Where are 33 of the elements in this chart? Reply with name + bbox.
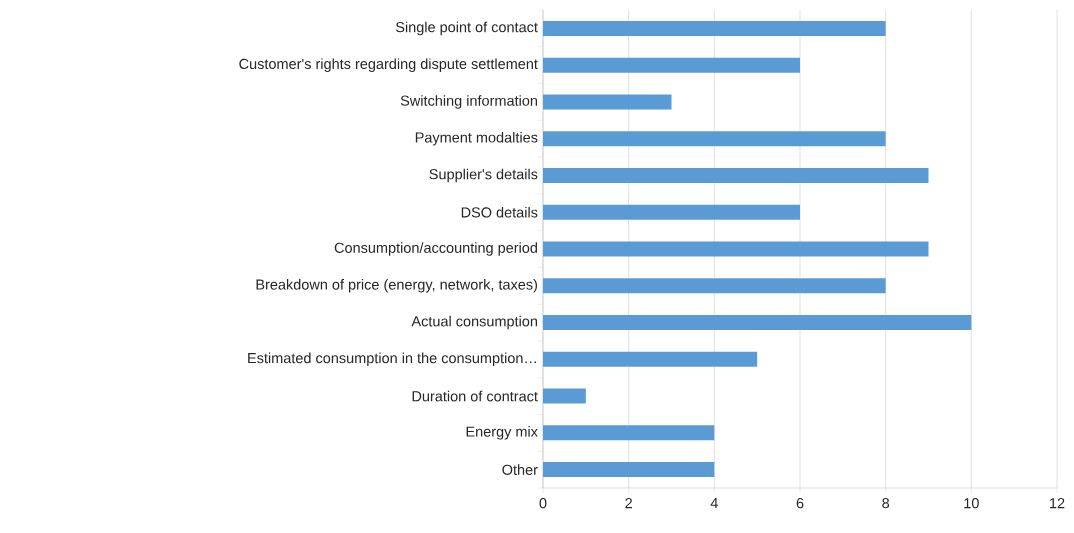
bar [543,351,758,367]
x-tick-label: 2 [625,498,632,509]
y-tick-label: Other [502,464,538,475]
x-tick-label: 6 [796,498,804,509]
bar [543,167,929,183]
bar [543,204,801,220]
bar [543,462,715,478]
bar [543,388,586,404]
bar [543,241,929,257]
bar [543,20,886,36]
x-tick-label: 0 [539,498,547,509]
bar [543,315,972,331]
y-tick-label: Breakdown of price (energy, network, taxes) [256,279,538,293]
y-tick-label: Actual consumption [411,315,537,330]
x-tick-label: 8 [882,498,890,509]
y-tick-label: Consumption/accounting period [334,242,537,256]
bar [543,425,715,441]
bar [543,278,886,294]
y-tick-label: DSO details [461,206,538,218]
y-tick-label: Energy mix [466,426,538,440]
y-tick-label: Supplier's details [429,168,538,183]
bar [543,131,886,147]
y-tick-label: Duration of contract [412,390,538,402]
y-tick-label: Estimated consumption in the consumption… [248,352,536,367]
x-tick-label: 12 [1050,498,1065,509]
bar [543,57,801,73]
x-tick-label: 4 [710,498,718,509]
y-tick-label: Payment modalties [415,131,538,146]
y-tick-label: Switching information [400,95,537,109]
x-tick-label: 10 [964,498,979,509]
bar [543,94,672,110]
y-tick-label: Customer's rights regarding dispute settlement [239,58,538,72]
y-tick-label: Single point of contact [395,21,538,36]
